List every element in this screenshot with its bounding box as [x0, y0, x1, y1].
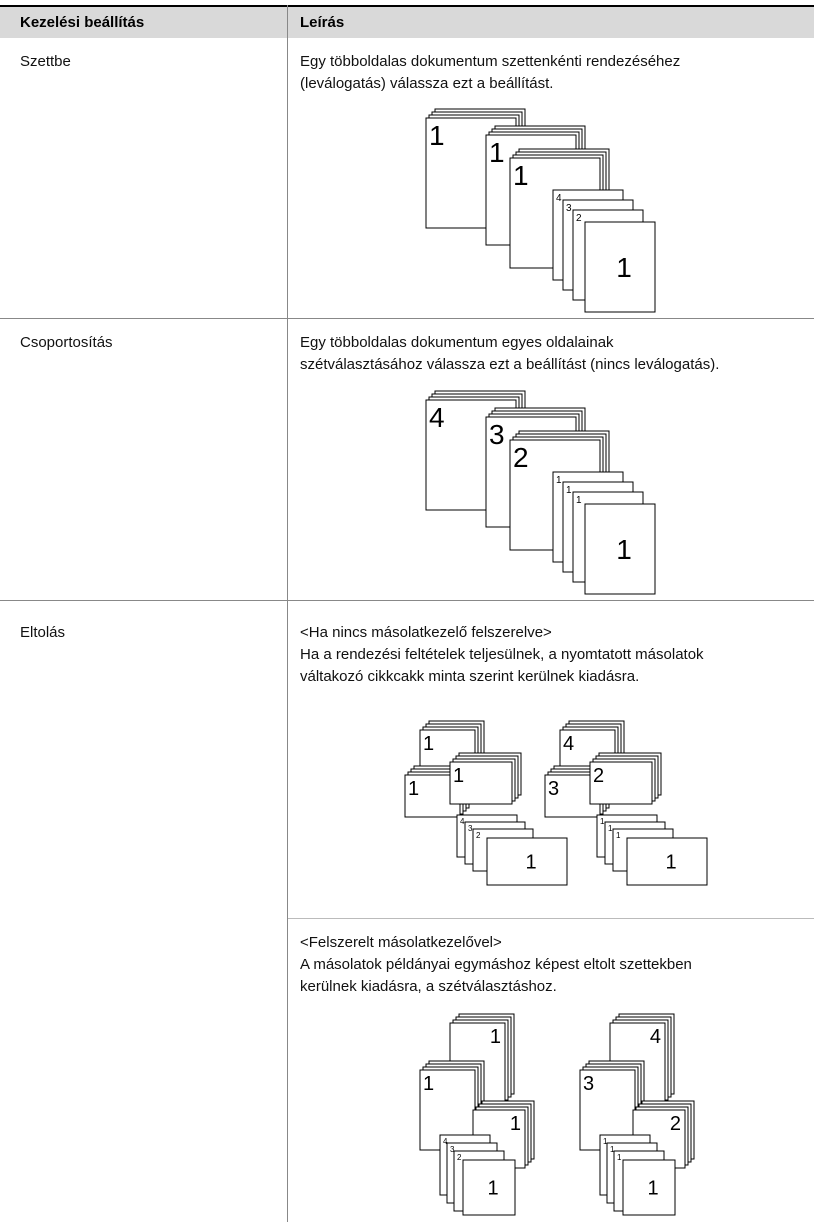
setting: Csoportosítás [20, 334, 113, 351]
sheet [486, 837, 568, 886]
description: Egy többoldalas dokumentum egyes oldalai… [300, 332, 719, 376]
table-header [0, 5, 814, 38]
page-number: 3 [583, 1073, 594, 1095]
page-number: 1 [556, 475, 562, 486]
page-number: 1 [423, 733, 434, 755]
page-number: 2 [576, 213, 582, 224]
page-number: 1 [429, 120, 445, 151]
line: A másolatok példányai egymáshoz képest e… [300, 956, 692, 973]
page-number: 4 [650, 1026, 661, 1048]
page-number: 4 [429, 402, 445, 433]
header-cell: Kezelési beállítás [20, 14, 145, 31]
page-number: 3 [566, 203, 572, 214]
page-number: 1 [616, 534, 632, 565]
page-number: 1 [513, 160, 529, 191]
page-number: 4 [460, 817, 465, 826]
page-number: 1 [525, 852, 536, 874]
sheet [589, 761, 653, 805]
page-number: 1 [487, 1178, 498, 1200]
page-number: 1 [576, 495, 582, 506]
sheet [449, 761, 513, 805]
page-number: 1 [489, 137, 505, 168]
page-number: 1 [603, 1137, 608, 1146]
page-number: 2 [513, 442, 529, 473]
page-number: 2 [476, 831, 481, 840]
page-number: 1 [665, 852, 676, 874]
setting: Szettbe [20, 53, 71, 70]
sheet [584, 503, 656, 595]
description: Egy többoldalas dokumentum szettenkénti … [300, 51, 680, 95]
sheet [622, 1159, 676, 1216]
page-number: 1 [566, 485, 572, 496]
header-cell: Leírás [300, 14, 345, 31]
page-number: 4 [443, 1137, 448, 1146]
page-number: 2 [670, 1113, 681, 1135]
page-number: 4 [563, 733, 574, 755]
page-number: 3 [450, 1145, 455, 1154]
description: <Felszerelt másolatkezelővel> A másolato… [300, 932, 692, 998]
subrow-divider [288, 918, 814, 919]
setting: Eltolás [20, 624, 66, 641]
page-number: 1 [616, 252, 632, 283]
page-number: 1 [647, 1178, 658, 1200]
column-divider [287, 5, 288, 1222]
page-number: 1 [490, 1026, 501, 1048]
page-number: 3 [468, 824, 473, 833]
page-number: 3 [489, 419, 505, 450]
row-divider [0, 600, 814, 601]
page-number: 2 [593, 765, 604, 787]
line: váltakozó cikkcakk minta szerint kerülne… [300, 668, 640, 685]
page-number: 1 [600, 817, 605, 826]
page-number: 1 [610, 1145, 615, 1154]
sheet [462, 1159, 516, 1216]
description: <Ha nincs másolatkezelő felszerelve> Ha … [300, 622, 704, 688]
page-number: 1 [453, 765, 464, 787]
page-number: 1 [510, 1113, 521, 1135]
line: (leválogatás) válassza ezt a beállítást. [300, 75, 554, 92]
line: <Ha nincs másolatkezelő felszerelve> [300, 624, 552, 641]
page-number: 4 [556, 193, 562, 204]
sheet [626, 837, 708, 886]
line: Egy többoldalas dokumentum egyes oldalai… [300, 334, 614, 351]
page-number: 1 [408, 778, 419, 800]
line: kerülnek kiadásra, a szétválasztáshoz. [300, 978, 557, 995]
page-number: 1 [616, 831, 621, 840]
sheet [584, 221, 656, 313]
page-number: 1 [423, 1073, 434, 1095]
line: <Felszerelt másolatkezelővel> [300, 934, 502, 951]
row-divider [0, 318, 814, 319]
line: Ha a rendezési feltételek teljesülnek, a… [300, 646, 704, 663]
line: Egy többoldalas dokumentum szettenkénti … [300, 53, 681, 70]
page-number: 3 [548, 778, 559, 800]
line: szétválasztásához válassza ezt a beállít… [300, 356, 720, 373]
page-number: 1 [608, 824, 613, 833]
page-number: 2 [457, 1153, 462, 1162]
page-number: 1 [617, 1153, 622, 1162]
